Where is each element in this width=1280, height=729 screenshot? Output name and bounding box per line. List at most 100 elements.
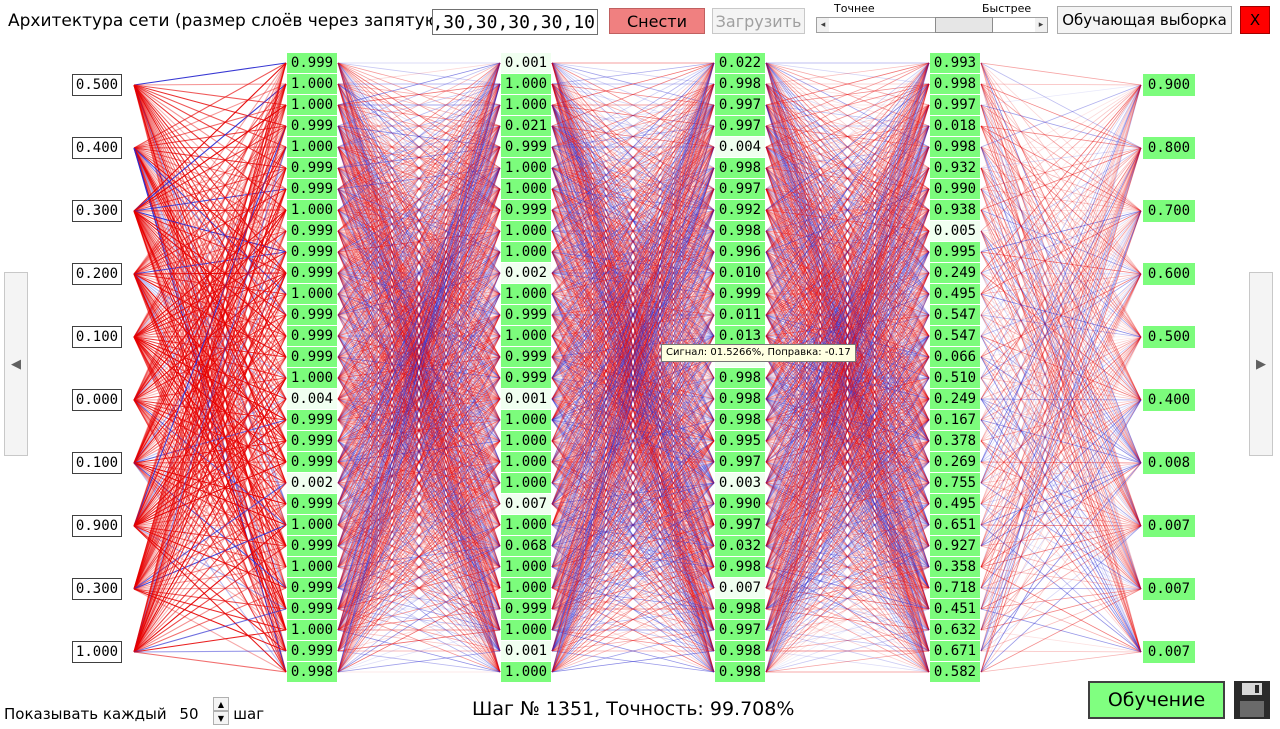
weight-line (337, 251, 501, 547)
load-button[interactable]: Загрузить (712, 8, 805, 34)
weight-line (133, 83, 287, 653)
reset-button[interactable]: Снести (609, 8, 705, 34)
weight-line (133, 651, 287, 673)
show-every-stepper[interactable]: ▲ ▼ (213, 697, 229, 725)
weight-line (765, 230, 930, 358)
weight-line (551, 524, 715, 673)
weight-line (765, 146, 930, 274)
weight-line (337, 104, 501, 568)
show-every-value[interactable]: 50 (179, 705, 199, 723)
train-button[interactable]: Обучение (1088, 681, 1225, 719)
input-neuron-value[interactable]: 1.000 (72, 641, 122, 663)
weight-line (765, 377, 930, 589)
hidden-neuron-value: 0.167 (930, 410, 980, 430)
weight-line (337, 335, 501, 484)
stepper-down-icon[interactable]: ▼ (213, 711, 229, 725)
weight-line (765, 83, 930, 106)
weight-line (980, 399, 1142, 610)
weight-line (551, 272, 715, 568)
input-neuron-value[interactable]: 0.300 (72, 578, 122, 600)
input-neuron-value[interactable]: 0.200 (72, 263, 122, 285)
weight-line (765, 83, 930, 190)
input-neuron-value[interactable]: 0.900 (72, 515, 122, 537)
nav-right-button[interactable]: ▶ (1249, 272, 1273, 456)
speed-label-accurate: Точнее (834, 2, 875, 15)
nav-left-button[interactable]: ◀ (4, 272, 28, 456)
hidden-neuron-value: 0.999 (287, 53, 337, 73)
hidden-neuron-value: 0.997 (715, 116, 765, 136)
weight-line (551, 314, 715, 610)
hidden-neuron-value: 1.000 (287, 284, 337, 304)
weight-line (980, 147, 1142, 631)
weight-line (551, 146, 715, 358)
weight-line (133, 62, 287, 86)
weight-line (765, 545, 930, 652)
weight-line (980, 62, 1142, 212)
weight-line (765, 209, 930, 568)
weight-line (551, 104, 715, 568)
input-neuron-value[interactable]: 0.500 (72, 74, 122, 96)
floppy-disk-icon[interactable] (1234, 681, 1270, 719)
slider-left-arrow-icon[interactable]: ◂ (817, 18, 829, 32)
weight-line (133, 62, 287, 275)
hidden-neuron-value: 1.000 (287, 95, 337, 115)
hidden-neuron-value: 0.999 (287, 326, 337, 346)
weight-line (765, 482, 930, 673)
weight-line (337, 146, 501, 253)
weight-line (765, 104, 930, 568)
weight-line (551, 62, 715, 610)
weight-line (980, 336, 1142, 379)
input-neuron-value[interactable]: 0.100 (72, 452, 122, 474)
weight-line (765, 62, 930, 358)
weight-line (980, 210, 1142, 652)
weight-line (551, 167, 715, 568)
architecture-input[interactable] (432, 9, 598, 35)
weight-line (337, 209, 501, 358)
weight-line (337, 650, 501, 673)
slider-right-arrow-icon[interactable]: ▸ (1035, 18, 1047, 32)
weight-line (337, 335, 501, 631)
weight-line (337, 167, 501, 673)
weight-line (133, 293, 287, 653)
weight-line (980, 209, 1142, 212)
hidden-neuron-value: 0.999 (287, 452, 337, 472)
input-neuron-value[interactable]: 0.000 (72, 389, 122, 411)
input-neuron-value[interactable]: 0.100 (72, 326, 122, 348)
weight-line (551, 125, 715, 295)
weight-line (551, 167, 715, 337)
hidden-neuron-value: 1.000 (501, 662, 551, 682)
weight-line (765, 83, 930, 148)
show-every-control: Показывать каждый 50 шаг (4, 705, 264, 723)
input-neuron-value[interactable]: 0.300 (72, 200, 122, 222)
weight-line (551, 62, 715, 316)
weight-line (337, 440, 501, 631)
weight-line (133, 83, 287, 149)
weight-line (337, 398, 501, 673)
input-neuron-value[interactable]: 0.400 (72, 137, 122, 159)
weight-line (551, 629, 715, 652)
weight-line (337, 104, 501, 442)
weight-line (551, 209, 715, 610)
weight-line (551, 293, 715, 526)
weight-line (765, 167, 930, 421)
slider-thumb[interactable] (935, 17, 993, 33)
weight-line (551, 83, 715, 673)
weight-line (765, 83, 930, 127)
weight-line (980, 147, 1142, 505)
weight-line (765, 524, 930, 631)
hidden-neuron-value: 0.999 (287, 410, 337, 430)
weight-line (765, 209, 930, 547)
hidden-neuron-value: 0.999 (287, 641, 337, 661)
hidden-neuron-value: 0.999 (501, 347, 551, 367)
hidden-neuron-value: 0.005 (930, 221, 980, 241)
speed-slider[interactable]: ◂ ▸ (816, 17, 1048, 33)
weight-line (980, 503, 1142, 527)
training-set-button[interactable]: Обучающая выборка (1057, 6, 1232, 34)
stepper-up-icon[interactable]: ▲ (213, 697, 229, 711)
close-button[interactable]: X (1240, 6, 1270, 34)
weight-line (551, 188, 715, 547)
weight-line (337, 62, 501, 337)
weight-line (765, 146, 930, 442)
hidden-neuron-value: 1.000 (501, 452, 551, 472)
weight-line (133, 62, 287, 653)
